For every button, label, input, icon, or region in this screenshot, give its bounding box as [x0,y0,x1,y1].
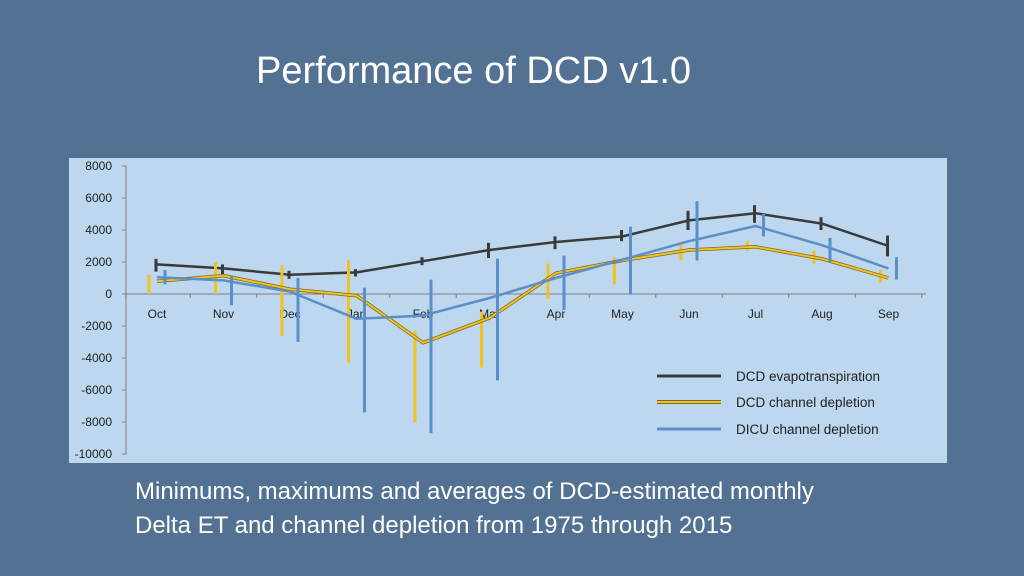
legend-label: DICU channel depletion [736,422,879,437]
x-tick-label: Sep [878,307,900,321]
x-tick-label: Oct [148,307,167,321]
x-tick-label: Aug [811,307,832,321]
caption-line-1: Minimums, maximums and averages of DCD-e… [135,478,814,505]
chart: 8000 6000 4000 2000 0 -2000 -4000 -6000 -8000 -10… [69,158,947,463]
x-tick-label: Nov [213,307,234,321]
series-line [156,245,889,344]
x-tick-label: Feb [413,307,434,321]
x-tick-label: Apr [547,307,566,321]
chart-plot-area [69,158,947,463]
legend-label: DCD channel depletion [736,395,875,410]
y-tick-label: 8000 [85,159,112,173]
y-tick-label: 4000 [85,223,112,237]
y-tick-label: -8000 [81,415,112,429]
caption-line-2: Delta ET and channel depletion from 1975… [135,512,733,539]
x-tick-label: May [611,307,634,321]
x-tick-label: Mar [479,307,500,321]
y-tick-label: -10000 [75,447,113,461]
series-line [156,211,889,277]
y-tick-label: 2000 [85,255,112,269]
x-tick-label: Dec [279,307,300,321]
y-tick-label: -6000 [81,383,112,397]
chart-svg: 8000 6000 4000 2000 0 -2000 -4000 -6000 -8000 -10… [69,158,947,463]
y-tick-label: -4000 [81,351,112,365]
y-tick-label: -2000 [81,319,112,333]
x-tick-label: Jun [679,307,698,321]
slide-caption: Minimums, maximums and averages of DCD-e… [135,475,814,543]
y-tick-label: 6000 [85,191,112,205]
legend-label: DCD evapotranspiration [736,369,880,384]
slide-title: Performance of DCD v1.0 [256,50,692,92]
series-line [156,224,889,321]
y-tick-label: 0 [105,287,112,301]
x-tick-label: Jul [748,307,763,321]
